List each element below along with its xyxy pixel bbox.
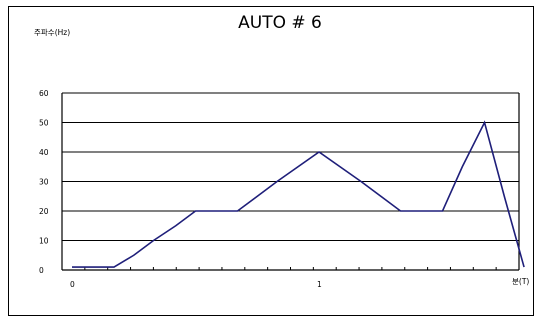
y-tick-label: 30 xyxy=(39,178,49,187)
y-tick-label: 20 xyxy=(39,207,49,216)
chart-frame xyxy=(8,6,534,316)
y-axis-label: 주파수(Hz) xyxy=(34,28,71,37)
x-tick-label: 0 xyxy=(70,280,75,289)
grid-lines xyxy=(62,92,519,271)
axes xyxy=(61,93,520,271)
series-lines xyxy=(72,120,525,268)
y-tick-label: 50 xyxy=(39,119,49,128)
y-tick-label: 60 xyxy=(39,89,49,98)
x-tick-label: 1 xyxy=(317,280,322,289)
y-tick-label: 40 xyxy=(39,148,49,157)
chart-title: AUTO # 6 xyxy=(238,13,322,33)
y-tick-label: 0 xyxy=(39,266,44,275)
series-line xyxy=(72,120,525,268)
y-tick-label: 10 xyxy=(39,237,49,246)
x-axis-label: 분(T) xyxy=(512,277,530,286)
tick-labels: 0 10 20 30 40 50 60 0 1 xyxy=(39,89,322,289)
